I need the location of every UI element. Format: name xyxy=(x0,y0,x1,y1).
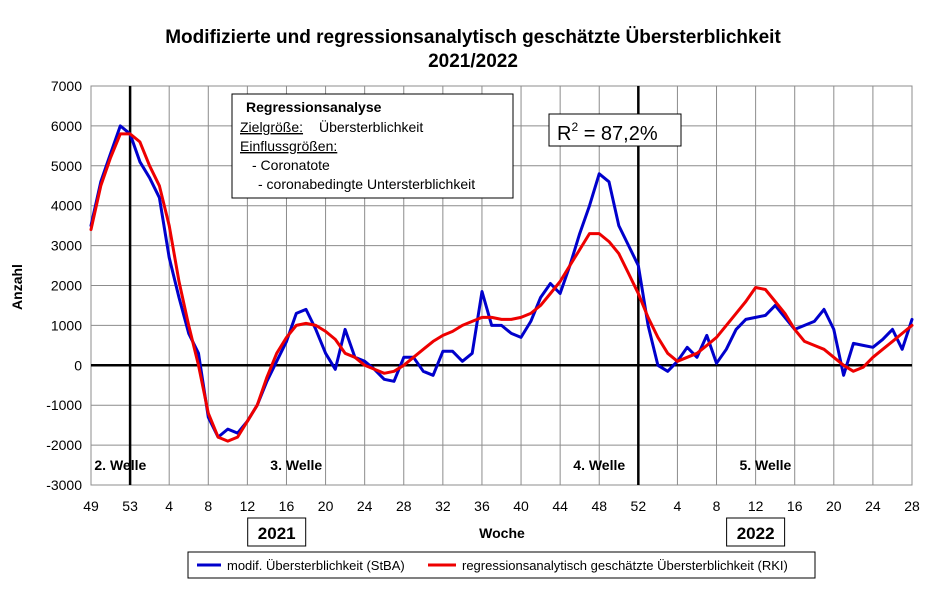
regression-box-inputs-label: Einflussgrößen: xyxy=(240,138,337,154)
y-tick-label: 6000 xyxy=(51,118,82,134)
x-tick-label: 12 xyxy=(240,498,256,514)
y-tick-label: 7000 xyxy=(51,78,82,94)
x-tick-label: 48 xyxy=(591,498,607,514)
regression-box-input-2: - coronabedingte Untersterblichkeit xyxy=(258,176,475,192)
x-tick-label: 20 xyxy=(318,498,334,514)
plot-frame xyxy=(90,85,913,486)
r-squared-letter: R xyxy=(557,123,571,145)
y-tick-label: 5000 xyxy=(51,158,82,174)
x-tick-label: 36 xyxy=(474,498,490,514)
r-squared-text: R2 = 87,2% xyxy=(557,120,658,145)
r-squared-exponent: 2 xyxy=(571,120,578,134)
year-label: 2022 xyxy=(737,524,775,543)
x-tick-label: 49 xyxy=(83,498,99,514)
series-layer xyxy=(89,124,914,443)
year-labels: 2021 2022 xyxy=(247,517,786,547)
series-line-stba xyxy=(89,124,914,439)
x-tick-label: 20 xyxy=(826,498,842,514)
y-tick-labels: 7000 6000 5000 4000 3000 2000 1000 0 -1000 -2000 -… xyxy=(46,78,82,493)
y-tick-label: 1000 xyxy=(51,317,82,333)
regression-box-frame xyxy=(231,93,514,199)
x-tick-labels: 49 53 4 8 12 16 20 24 28 32 36 40 44 48 52 4 8 12 16 20 24 28 xyxy=(83,498,920,514)
y-tick-label: -2000 xyxy=(46,437,82,453)
x-tick-label: 16 xyxy=(787,498,803,514)
x-tick-label: 40 xyxy=(513,498,529,514)
regression-box-heading: Regressionsanalyse xyxy=(246,99,382,115)
legend: modif. Übersterblichkeit (StBA) regressi… xyxy=(187,551,816,579)
x-tick-label: 8 xyxy=(204,498,212,514)
chart-title-line1: Modifizierte und regressionsanalytisch g… xyxy=(165,27,781,48)
x-tick-label: 44 xyxy=(552,498,568,514)
wave-label: 4. Welle xyxy=(573,457,625,473)
x-tick-label: 16 xyxy=(279,498,295,514)
x-tick-label: 32 xyxy=(435,498,451,514)
series-line-rki xyxy=(89,132,914,443)
year-label: 2021 xyxy=(258,524,296,543)
y-tick-label: -3000 xyxy=(46,477,82,493)
r-squared-value: = 87,2% xyxy=(578,123,658,145)
y-tick-label: 0 xyxy=(74,357,82,373)
legend-label-stba: modif. Übersterblichkeit (StBA) xyxy=(227,558,405,573)
legend-frame xyxy=(187,551,816,579)
wave-separators xyxy=(128,86,640,485)
x-tick-label: 28 xyxy=(396,498,412,514)
y-tick-label: 3000 xyxy=(51,238,82,254)
regression-box-target-label: Zielgröße: xyxy=(240,119,303,135)
x-tick-label: 12 xyxy=(748,498,764,514)
regression-box-target-value: Übersterblichkeit xyxy=(319,118,423,135)
r-squared-box: R2 = 87,2% xyxy=(548,113,682,147)
x-tick-label: 4 xyxy=(165,498,173,514)
regression-box: Regressionsanalyse Zielgröße: Übersterbl… xyxy=(231,93,514,199)
legend-label-rki: regressionsanalytisch geschätzte Überste… xyxy=(462,558,788,573)
wave-label: 2. Welle xyxy=(94,457,146,473)
wave-label: 5. Welle xyxy=(739,457,791,473)
x-tick-label: 8 xyxy=(713,498,721,514)
regression-box-input-1: - Coronatote xyxy=(252,157,330,173)
x-tick-label: 53 xyxy=(122,498,138,514)
y-tick-label: 2000 xyxy=(51,278,82,294)
x-tick-label: 52 xyxy=(631,498,647,514)
x-tick-label: 24 xyxy=(357,498,373,514)
x-tick-label: 28 xyxy=(904,498,920,514)
y-axis-title: Anzahl xyxy=(9,264,25,310)
y-tick-label: -1000 xyxy=(46,397,82,413)
wave-labels: 2. Welle 3. Welle 4. Welle 5. Welle xyxy=(94,457,791,473)
r-squared-frame xyxy=(548,113,682,147)
y-tick-label: 4000 xyxy=(51,198,82,214)
chart-title-line2: 2021/2022 xyxy=(428,51,518,72)
wave-label: 3. Welle xyxy=(270,457,322,473)
x-axis-title: Woche xyxy=(479,525,525,541)
year-label-box xyxy=(247,517,307,547)
year-label-box xyxy=(726,517,786,547)
x-tick-label: 4 xyxy=(674,498,682,514)
x-tick-label: 24 xyxy=(865,498,881,514)
